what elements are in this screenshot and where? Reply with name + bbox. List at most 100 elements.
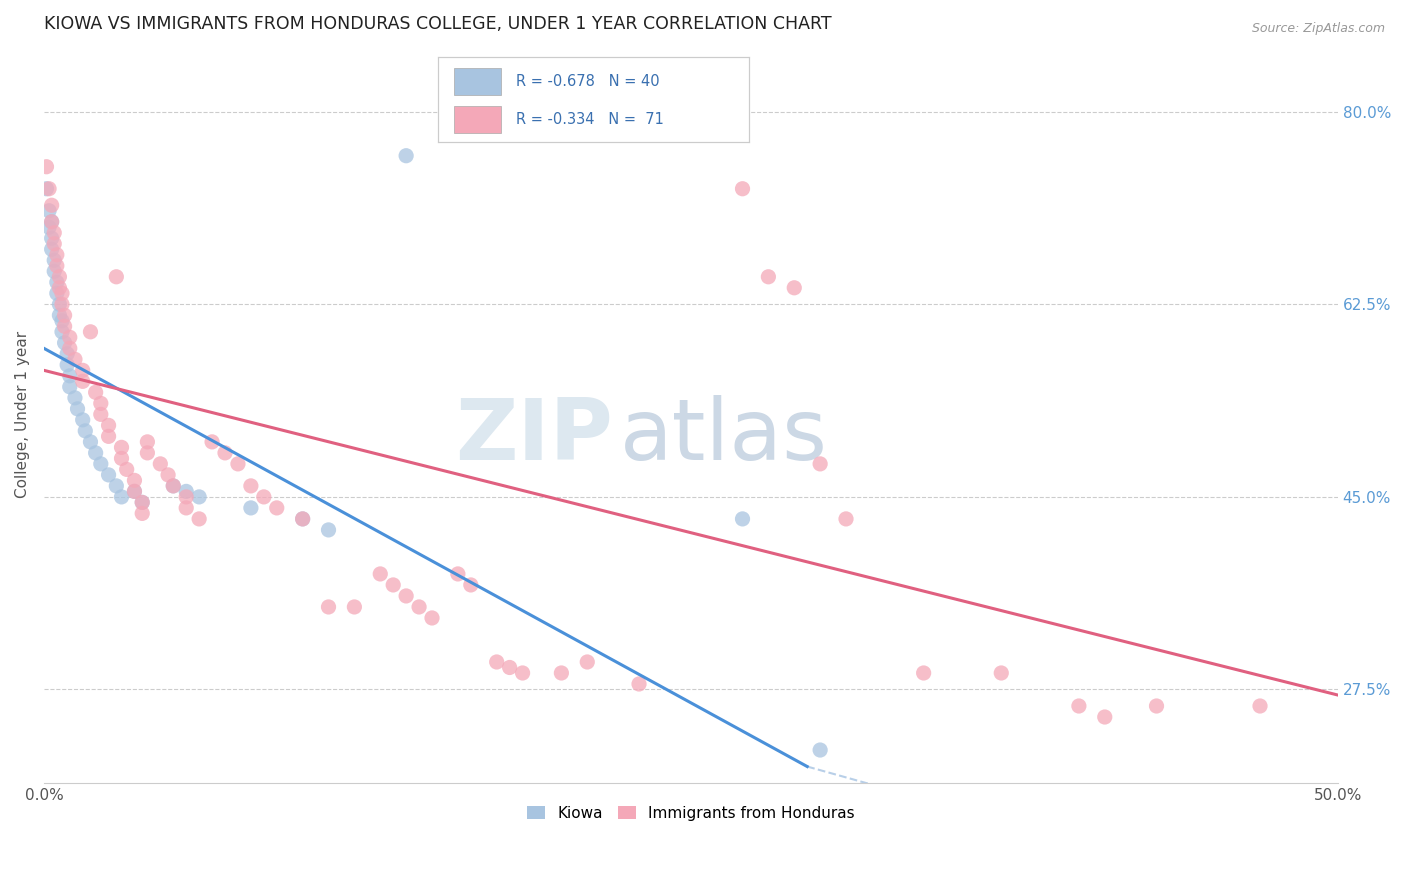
Point [41,215,63,229]
Point [149,457,172,471]
Point [59,368,82,383]
Point [53,335,76,350]
Point [44,253,66,268]
Point [174,490,197,504]
Point [174,484,197,499]
Point [253,490,276,504]
Point [97,467,120,482]
Point [90,408,112,422]
Point [45,248,67,262]
Point [550,665,572,680]
Point [66,401,89,416]
Point [498,660,520,674]
Point [115,462,138,476]
Point [56,358,79,372]
Point [75,424,97,438]
Point [266,500,288,515]
Text: atlas: atlas [620,395,828,478]
Text: ZIP: ZIP [456,395,613,478]
Point [72,413,94,427]
Point [990,665,1012,680]
Point [460,578,482,592]
Point [576,655,599,669]
Point [72,375,94,389]
Point [136,434,159,449]
Point [131,495,153,509]
Point [44,264,66,278]
Point [44,226,66,240]
Point [79,434,101,449]
Point [1067,698,1090,713]
Y-axis label: College, Under 1 year: College, Under 1 year [15,331,30,498]
Point [136,446,159,460]
Text: Source: ZipAtlas.com: Source: ZipAtlas.com [1251,22,1385,36]
Point [48,269,70,284]
Point [48,308,70,322]
Point [1094,710,1116,724]
Point [783,281,806,295]
Point [90,396,112,410]
Point [447,566,470,581]
Point [1146,698,1168,713]
Point [63,391,86,405]
Point [408,599,430,614]
Point [318,523,340,537]
Point [41,242,63,256]
Text: KIOWA VS IMMIGRANTS FROM HONDURAS COLLEGE, UNDER 1 YEAR CORRELATION CHART: KIOWA VS IMMIGRANTS FROM HONDURAS COLLEG… [44,15,831,33]
Point [124,484,146,499]
Point [731,512,754,526]
Point [124,484,146,499]
Point [395,589,418,603]
Point [808,457,831,471]
Point [226,457,249,471]
Point [51,325,73,339]
Point [105,269,128,284]
Point [45,275,67,289]
Point [368,566,391,581]
Point [41,215,63,229]
Point [239,500,262,515]
Point [162,479,184,493]
Point [214,446,236,460]
Point [382,578,405,592]
Point [124,474,146,488]
Point [291,512,314,526]
Point [1249,698,1271,713]
Point [59,330,82,344]
Point [41,231,63,245]
Point [912,665,935,680]
Point [44,236,66,251]
Point [90,457,112,471]
Point [835,512,858,526]
Point [395,149,418,163]
Point [59,380,82,394]
Point [41,198,63,212]
Point [239,479,262,493]
Point [485,655,508,669]
Point [53,308,76,322]
Point [110,441,132,455]
Point [35,160,58,174]
Point [79,325,101,339]
Point [72,363,94,377]
Point [63,352,86,367]
Point [188,512,211,526]
Point [162,479,184,493]
Point [51,286,73,301]
Point [84,385,107,400]
Point [174,500,197,515]
Legend: Kiowa, Immigrants from Honduras: Kiowa, Immigrants from Honduras [520,800,860,827]
Point [48,297,70,311]
Point [45,259,67,273]
Point [51,314,73,328]
Point [188,490,211,504]
Point [758,269,780,284]
Point [110,451,132,466]
Point [48,281,70,295]
Point [201,434,224,449]
Point [35,182,58,196]
Point [56,347,79,361]
Point [84,446,107,460]
Point [420,611,443,625]
Point [318,599,340,614]
